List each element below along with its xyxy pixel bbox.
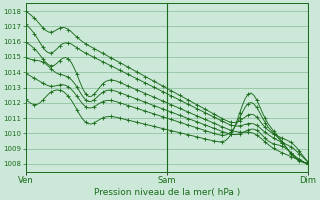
X-axis label: Pression niveau de la mer( hPa ): Pression niveau de la mer( hPa ) <box>94 188 240 197</box>
